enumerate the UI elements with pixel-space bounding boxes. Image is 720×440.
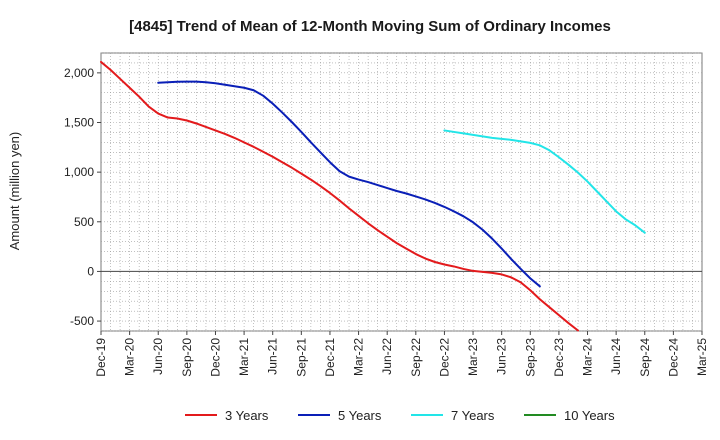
y-axis-label: Amount (million yen) <box>7 132 22 251</box>
x-tick-label: Sep-22 <box>409 338 423 377</box>
y-tick-label: 1,500 <box>64 116 94 130</box>
y-tick-label: 500 <box>74 215 94 229</box>
legend: 3 Years 5 Years 7 Years 10 Years <box>185 408 615 423</box>
x-tick-label: Jun-24 <box>609 338 623 375</box>
legend-item: 5 Years <box>298 408 382 423</box>
series-line-5-years <box>157 80 541 288</box>
x-tick-label: Mar-25 <box>695 338 709 376</box>
x-tick-label: Jun-20 <box>151 338 165 375</box>
series-line-3-years <box>100 60 579 332</box>
x-tick-label: Sep-24 <box>638 338 652 377</box>
legend-label: 10 Years <box>564 408 615 423</box>
x-tick-label: Jun-22 <box>380 338 394 375</box>
chart-title: [4845] Trend of Mean of 12-Month Moving … <box>129 18 611 35</box>
legend-item: 10 Years <box>524 408 615 423</box>
x-tick-label: Mar-20 <box>123 338 137 376</box>
legend-label: 3 Years <box>225 408 269 423</box>
series-line-7-years <box>443 129 646 234</box>
legend-item: 3 Years <box>185 408 269 423</box>
x-tick-label: Jun-21 <box>266 338 280 375</box>
x-tick-label: Jun-23 <box>495 338 509 375</box>
x-tick-label: Dec-20 <box>208 338 222 377</box>
x-tick-label: Dec-19 <box>94 338 108 377</box>
x-tick-label: Sep-23 <box>523 338 537 377</box>
x-tick-label: Mar-23 <box>466 338 480 376</box>
x-tick-label: Mar-22 <box>352 338 366 376</box>
y-tick-label: 0 <box>87 264 94 278</box>
x-tick-label: Mar-24 <box>581 338 595 376</box>
legend-label: 5 Years <box>338 408 382 423</box>
y-tick-label: 2,000 <box>64 66 94 80</box>
x-tick-label: Sep-20 <box>180 338 194 377</box>
x-tick-label: Dec-24 <box>666 338 680 377</box>
x-tick-label: Dec-23 <box>552 338 566 377</box>
legend-label: 7 Years <box>451 408 495 423</box>
x-tick-label: Mar-21 <box>237 338 251 376</box>
y-tick-label: -500 <box>70 314 94 328</box>
y-tick-label: 1,000 <box>64 165 94 179</box>
x-tick-label: Dec-22 <box>437 338 451 377</box>
x-tick-label: Dec-21 <box>323 338 337 377</box>
x-tick-label: Sep-21 <box>294 338 308 377</box>
legend-item: 7 Years <box>411 408 495 423</box>
